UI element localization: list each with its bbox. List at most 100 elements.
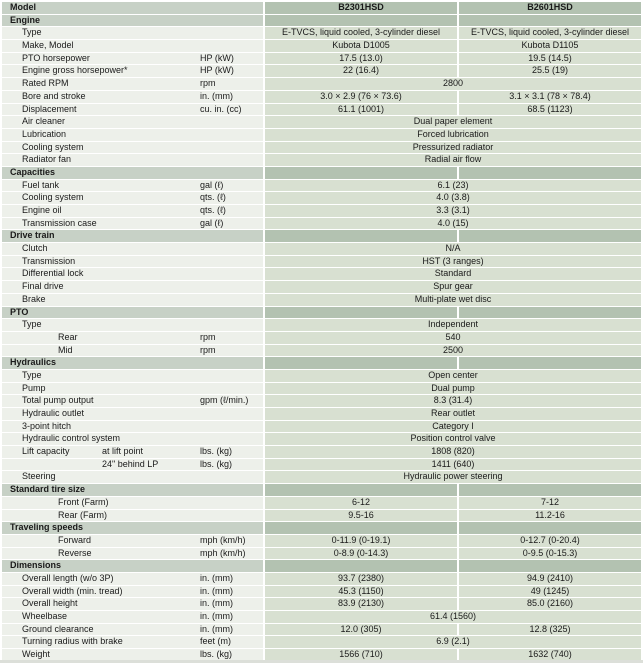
value-cell-span: 6.1 (23) — [265, 179, 641, 192]
row-label-area: Clutch — [2, 243, 263, 255]
row-label-area: Weight lbs. (kg) — [2, 649, 263, 661]
value-cell-b2601hsd: 49 (1245) — [459, 585, 641, 598]
row-label-area: Reverse mph (km/h) — [2, 547, 263, 560]
row-unit: in. (mm) — [200, 623, 233, 634]
value-cell-b2301hsd: E-TVCS, liquid cooled, 3-cylinder diesel — [265, 27, 457, 40]
row-values-area: HST (3 ranges) — [265, 255, 641, 268]
row-label: Type — [22, 369, 42, 380]
table-bottom-edge — [0, 660, 643, 663]
row-label-area: Engine oil qts. (ℓ) — [2, 205, 263, 217]
table-row: Cooling system Pressurized radiator — [2, 141, 641, 154]
row-values-area: Kubota D1005 Kubota D1105 — [265, 40, 641, 52]
row-label-area: Dimensions — [2, 560, 263, 572]
row-label-area: Ground clearance in. (mm) — [2, 623, 263, 636]
row-label-area: Overall width (min. tread) in. (mm) — [2, 585, 263, 598]
row-values-area: 9.5-16 11.2-16 — [265, 509, 641, 522]
row-values-area: 1808 (820) — [265, 446, 641, 458]
value-cell-span: 2800 — [265, 78, 641, 90]
section-header-row: Dimensions — [2, 560, 641, 572]
row-unit: feet (m) — [200, 636, 232, 647]
row-label: Ground clearance — [22, 623, 94, 634]
row-label-area: Bore and stroke in. (mm) — [2, 90, 263, 103]
row-label-area: Cooling system — [2, 141, 263, 154]
value-cell-b2601hsd: 1632 (740) — [459, 649, 641, 661]
row-label: Bore and stroke — [22, 90, 86, 101]
table-row: Type E-TVCS, liquid cooled, 3-cylinder di… — [2, 27, 641, 40]
value-cell-b2601hsd: 68.5 (1123) — [459, 103, 641, 116]
row-label: Fuel tank — [22, 179, 60, 190]
row-label-area: Overall length (w/o 3P) in. (mm) — [2, 572, 263, 585]
row-label: Cooling system — [22, 192, 84, 203]
row-label-area: Rear (Farm) — [2, 509, 263, 522]
value-cell-b2601hsd: E-TVCS, liquid cooled, 3-cylinder diesel — [459, 27, 641, 40]
row-label: Air cleaner — [22, 116, 66, 127]
table-row: Overall height in. (mm) 83.9 (2130) 85.0 (2… — [2, 598, 641, 610]
section-header-cell — [459, 14, 641, 27]
row-values-area: 2800 — [265, 78, 641, 90]
value-cell-span: Hydraulic power steering — [265, 471, 641, 484]
row-values-area: Independent — [265, 319, 641, 331]
row-values-area — [265, 484, 641, 496]
row-values-area: Dual pump — [265, 382, 641, 395]
row-values-area: 17.5 (13.0) 19.5 (14.5) — [265, 52, 641, 65]
column-header-b2301hsd: B2301HSD — [265, 2, 457, 14]
section-header-cell — [459, 230, 641, 243]
table-row: Transmission HST (3 ranges) — [2, 255, 641, 268]
row-label-area: Capacities — [2, 166, 263, 179]
value-cell-b2601hsd: 3.1 × 3.1 (78 × 78.4) — [459, 90, 641, 103]
row-values-area — [265, 306, 641, 319]
row-label: Pump — [22, 382, 46, 393]
row-label-area: Model — [2, 2, 263, 14]
section-header-cell — [265, 357, 457, 369]
table-row: Radiator fan Radial air flow — [2, 154, 641, 166]
table-row: Overall width (min. tread) in. (mm) 45.3 (… — [2, 585, 641, 598]
value-cell-b2601hsd: 0-9.5 (0-15.3) — [459, 547, 641, 560]
row-values-area: 3.3 (3.1) — [265, 205, 641, 217]
row-values-area: N/A — [265, 243, 641, 255]
row-unit: mph (km/h) — [200, 547, 246, 558]
row-label: Engine oil — [22, 205, 62, 215]
row-values-area: 4.0 (3.8) — [265, 192, 641, 204]
table-row: Brake Multi-plate wet disc — [2, 293, 641, 306]
row-label-area: Forward mph (km/h) — [2, 534, 263, 547]
section-title: Standard tire size — [10, 484, 86, 495]
section-header-row: Capacities — [2, 166, 641, 179]
value-cell-span: 1411 (640) — [265, 458, 641, 471]
row-unit: in. (mm) — [200, 611, 233, 621]
value-cell-b2301hsd: 22 (16.4) — [265, 65, 457, 78]
row-label-area: Total pump output gpm (ℓ/min.) — [2, 395, 263, 407]
value-cell-b2301hsd: 6-12 — [265, 496, 457, 509]
row-label-area: Fuel tank gal (ℓ) — [2, 179, 263, 192]
row-label-area: Front (Farm) — [2, 496, 263, 509]
section-header-cell — [265, 522, 457, 534]
table-row: Make, Model Kubota D1005 Kubota D1105 — [2, 40, 641, 52]
row-unit: HP (kW) — [200, 65, 234, 76]
value-cell-b2601hsd: Kubota D1105 — [459, 40, 641, 52]
section-header-cell — [265, 306, 457, 319]
value-cell-span: N/A — [265, 243, 641, 255]
row-label-area: Rated RPM rpm — [2, 78, 263, 90]
value-cell-span: Multi-plate wet disc — [265, 293, 641, 306]
row-label: Total pump output — [22, 395, 94, 406]
row-values-area: 45.3 (1150) 49 (1245) — [265, 585, 641, 598]
value-cell-b2301hsd: 9.5-16 — [265, 509, 457, 522]
table-row: Wheelbase in. (mm) 61.4 (1560) — [2, 611, 641, 623]
row-label: Wheelbase — [22, 611, 68, 621]
row-label: Clutch — [22, 243, 48, 254]
row-sublabel: at lift point — [102, 446, 144, 457]
value-cell-b2301hsd: 45.3 (1150) — [265, 585, 457, 598]
value-cell-span: Open center — [265, 369, 641, 382]
section-title: Traveling speeds — [10, 522, 84, 533]
row-values-area: 540 — [265, 331, 641, 344]
row-values-area: 83.9 (2130) 85.0 (2160) — [265, 598, 641, 610]
row-label: Turning radius with brake — [22, 636, 123, 647]
row-values-area: E-TVCS, liquid cooled, 3-cylinder diesel… — [265, 27, 641, 40]
row-values-area: 3.0 × 2.9 (76 × 73.6) 3.1 × 3.1 (78 × 78.… — [265, 90, 641, 103]
row-unit: in. (mm) — [200, 572, 233, 583]
row-label-area: Type — [2, 319, 263, 331]
row-label: Final drive — [22, 281, 64, 292]
row-label: Radiator fan — [22, 154, 72, 165]
table-row: Pump Dual pump — [2, 382, 641, 395]
row-unit: lbs. (kg) — [200, 446, 233, 457]
value-cell-b2301hsd: 3.0 × 2.9 (76 × 73.6) — [265, 90, 457, 103]
